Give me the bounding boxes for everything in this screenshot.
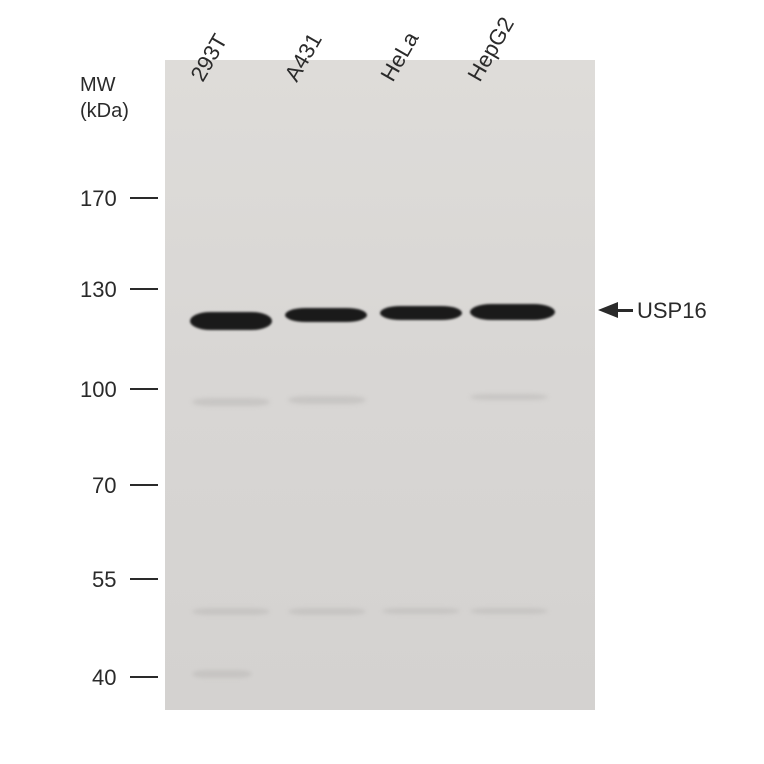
marker-100: 100 <box>80 377 117 403</box>
faint-band <box>192 670 252 678</box>
faint-band <box>192 608 270 615</box>
marker-tick-130 <box>130 288 158 290</box>
marker-55: 55 <box>92 567 116 593</box>
marker-tick-40 <box>130 676 158 678</box>
band-a431 <box>285 308 367 322</box>
marker-130: 130 <box>80 277 117 303</box>
target-label: USP16 <box>637 298 707 324</box>
marker-tick-100 <box>130 388 158 390</box>
mw-header-line1: MW <box>80 74 116 97</box>
marker-tick-70 <box>130 484 158 486</box>
target-arrow-line <box>616 309 633 312</box>
marker-170: 170 <box>80 186 117 212</box>
marker-40: 40 <box>92 665 116 691</box>
target-arrow-head-icon <box>598 302 618 318</box>
band-293t <box>190 312 272 330</box>
faint-band <box>382 608 460 614</box>
faint-band <box>288 608 366 615</box>
faint-band <box>192 398 270 406</box>
marker-tick-170 <box>130 197 158 199</box>
band-hela <box>380 306 462 320</box>
marker-tick-55 <box>130 578 158 580</box>
faint-band <box>470 394 548 400</box>
mw-header-line2: (kDa) <box>80 100 129 123</box>
band-hepg2 <box>470 304 555 320</box>
marker-70: 70 <box>92 473 116 499</box>
faint-band <box>470 608 548 614</box>
faint-band <box>288 396 366 404</box>
